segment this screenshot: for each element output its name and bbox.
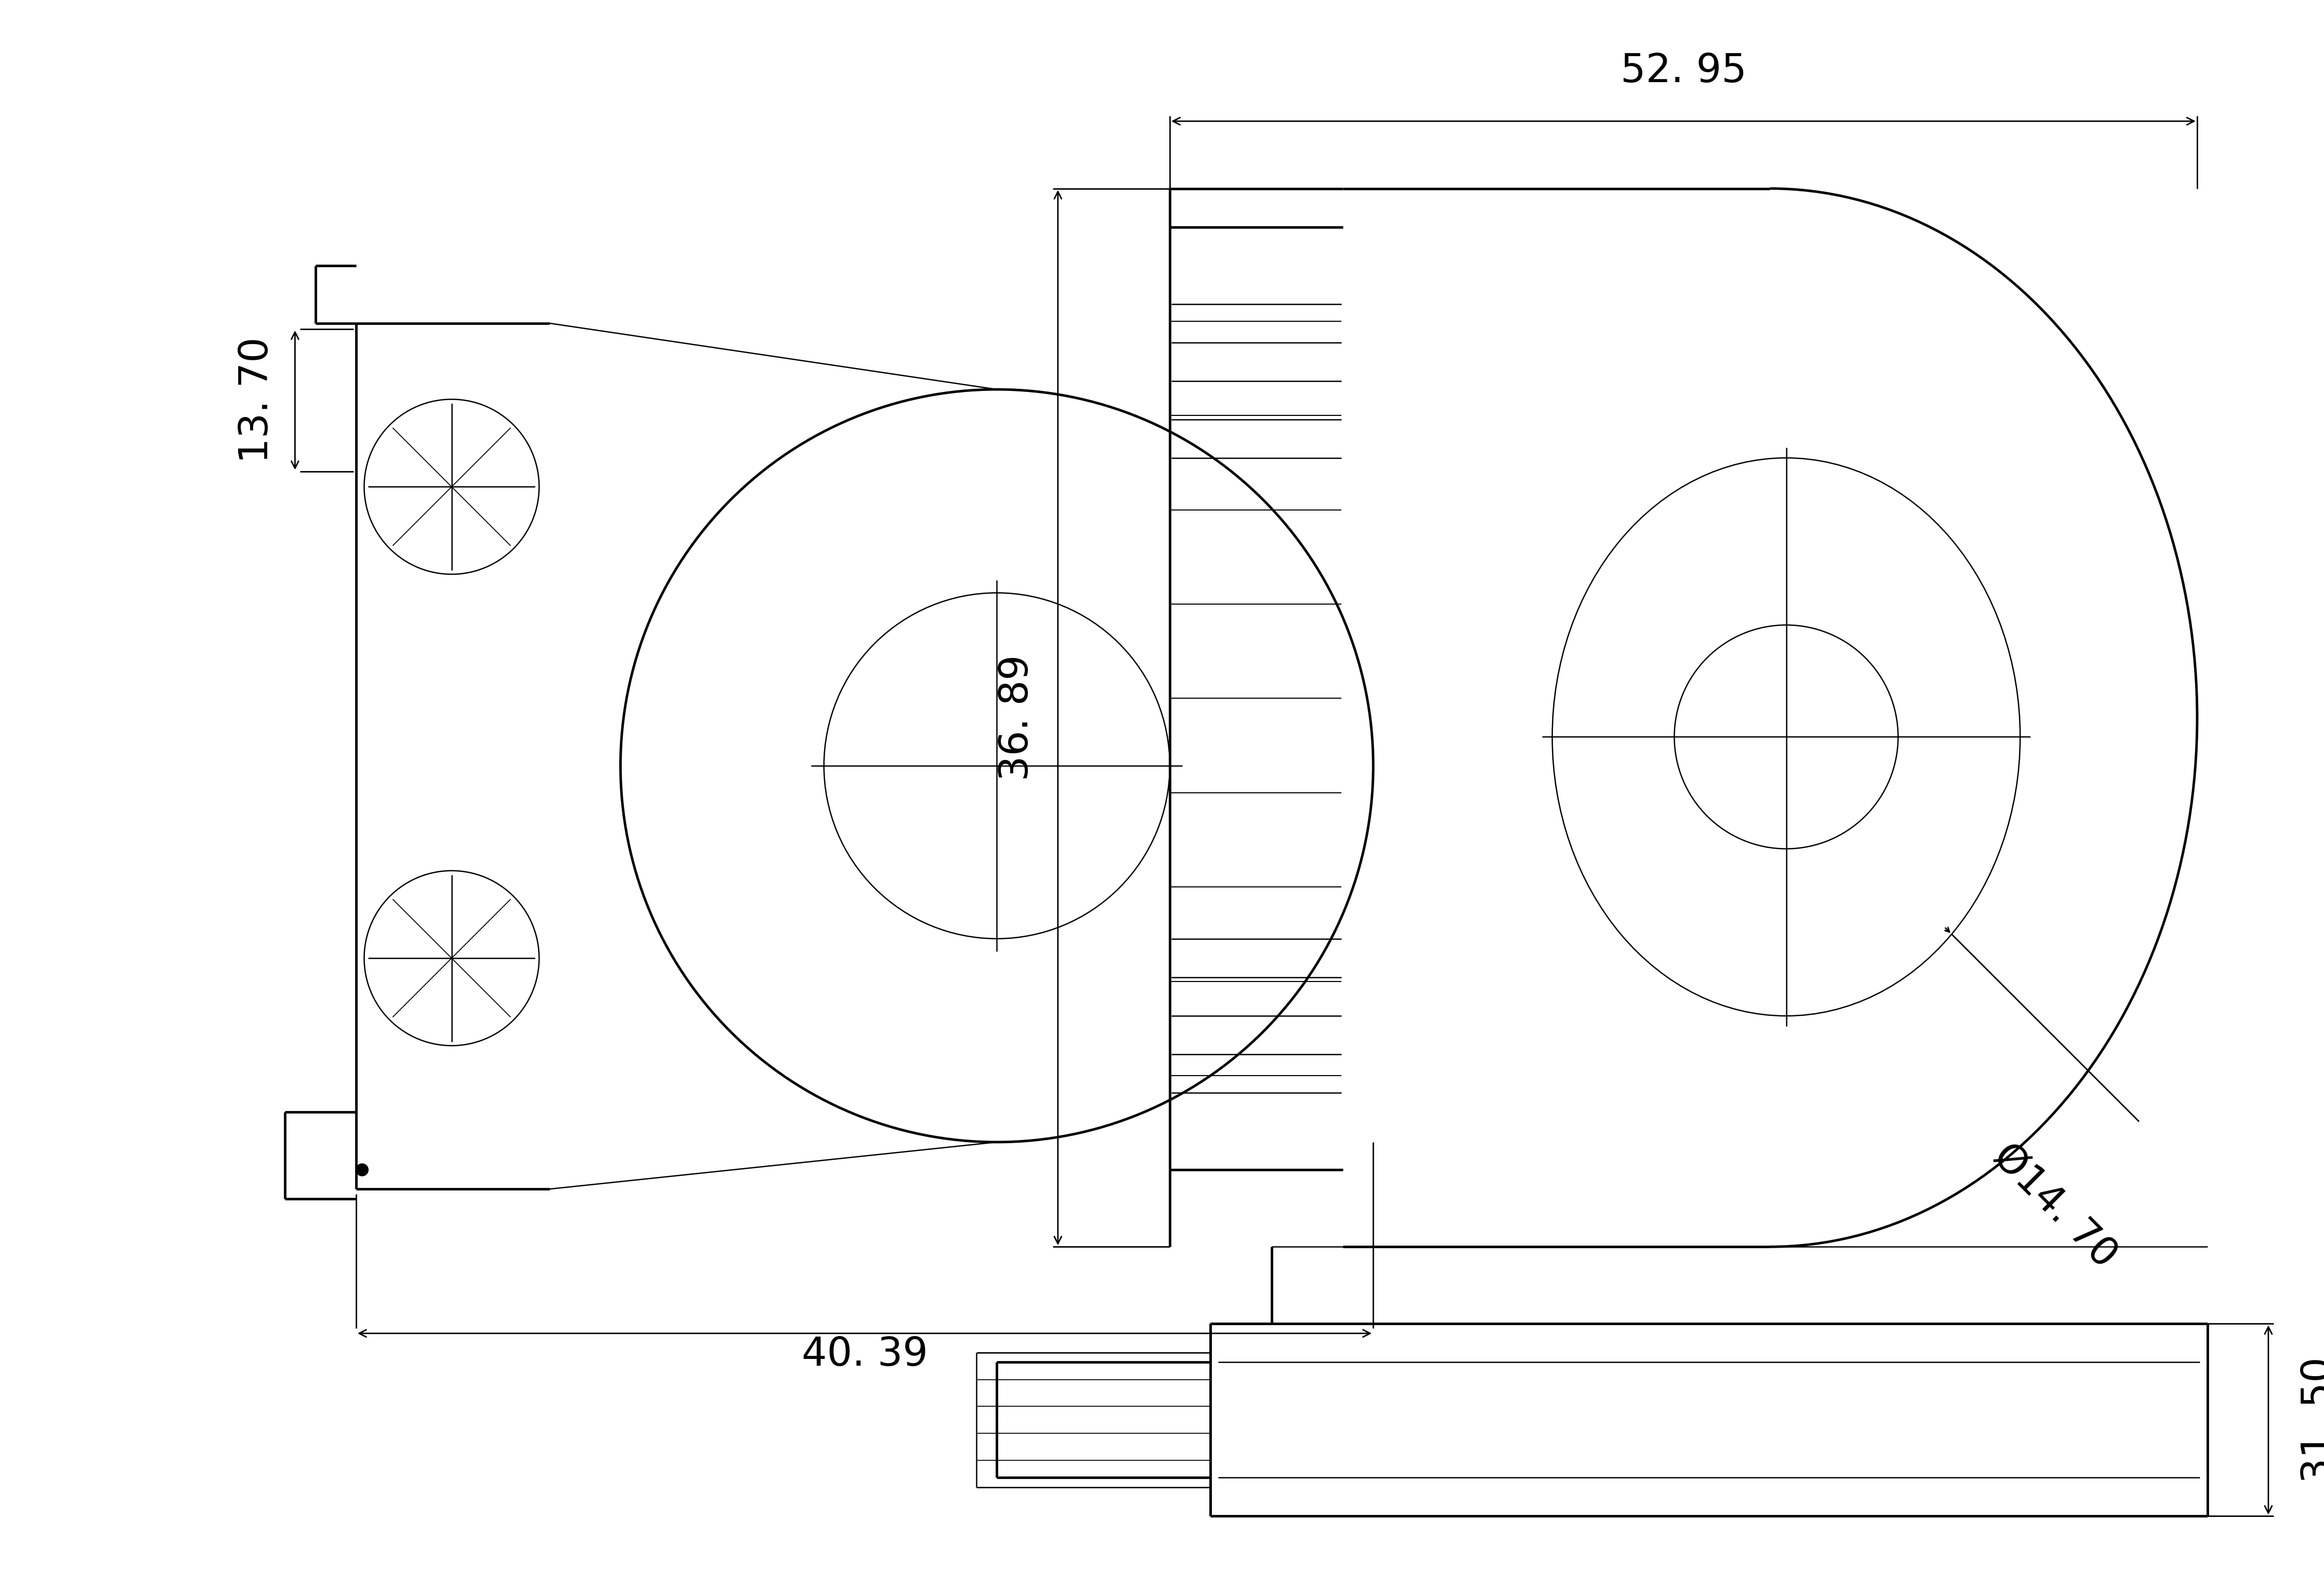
Text: Ø14. 70: Ø14. 70 — [1985, 1137, 2124, 1275]
Text: 40. 39: 40. 39 — [802, 1336, 927, 1374]
Text: 52. 95: 52. 95 — [1620, 52, 1748, 91]
Text: 36. 89: 36. 89 — [997, 655, 1037, 780]
Text: 31. 50: 31. 50 — [2301, 1356, 2324, 1484]
Circle shape — [356, 1163, 367, 1176]
Text: 13. 70: 13. 70 — [237, 338, 277, 463]
